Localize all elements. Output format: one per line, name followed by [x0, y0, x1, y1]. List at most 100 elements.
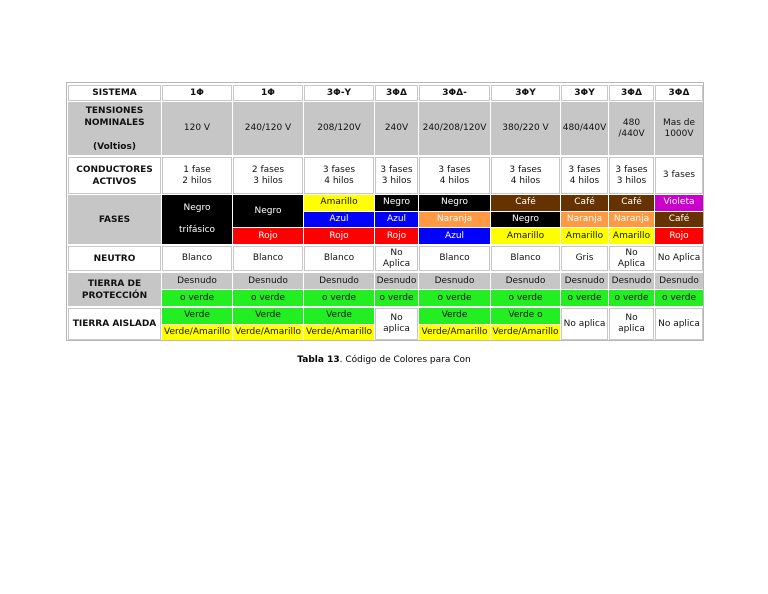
table-cell: Verde	[162, 308, 232, 324]
color-code-table: SISTEMA 1Φ 1Φ 3Φ-Y 3ΦΔ 3ΦΔ- 3ΦY 3ΦY 3ΦΔ 3ΦΔ TENSIO…	[66, 82, 704, 341]
table-cell: Negro	[375, 195, 418, 211]
table-cell: o verde	[419, 290, 490, 306]
table-cell: Desnudo	[561, 273, 608, 289]
table-cell: Verde/Amarillo	[304, 324, 374, 340]
table-cell: Blanco	[162, 246, 232, 271]
table-cell: Desnudo	[162, 273, 232, 289]
table-cell: No aplica	[561, 308, 608, 340]
table-cell: Negro	[491, 211, 560, 228]
header-system-2: 1Φ	[233, 85, 303, 101]
table-cell: Rojo	[375, 228, 418, 244]
table-cell: Gris	[561, 246, 608, 271]
header-system-5: 3ΦΔ-	[419, 85, 490, 101]
table-cell: No Aplica	[609, 246, 654, 271]
table-cell: o verde	[304, 290, 374, 306]
table-cell: Rojo	[233, 228, 303, 244]
table-cell: Verde/Amarillo	[162, 324, 232, 340]
table-cell: Desnudo	[375, 273, 418, 289]
table-cell: Amarillo	[609, 228, 654, 244]
table-cell: Violeta	[655, 195, 703, 211]
caption-text: . Código de Colores para Con	[339, 355, 471, 365]
header-system-3: 3Φ-Y	[304, 85, 374, 101]
table-cell: Desnudo	[655, 273, 703, 289]
table-cell: Verde/Amarillo	[419, 324, 490, 340]
table-cell: 3 fases 4 hilos	[419, 157, 490, 194]
table-cell: 240/208/120V	[419, 102, 490, 155]
table-cell: Café	[491, 195, 560, 211]
table-cell: o verde	[561, 290, 608, 306]
table-cell: 1 fase 2 hilos	[162, 157, 232, 194]
table-cell: Azul	[304, 211, 374, 228]
header-system-7: 3ΦY	[561, 85, 608, 101]
table-cell: No Aplica	[375, 246, 418, 271]
table-cell: 2 fases 3 hilos	[233, 157, 303, 194]
table-cell: Mas de 1000V	[655, 102, 703, 155]
table-cell: Desnudo	[304, 273, 374, 289]
header-system-6: 3ΦY	[491, 85, 560, 101]
table-cell: Amarillo	[304, 195, 374, 211]
row-label: TIERRA DE PROTECCIÓN	[68, 273, 161, 306]
row-label: CONDUCTORES ACTIVOS	[68, 157, 161, 194]
table-cell: o verde	[162, 290, 232, 306]
table-cell: No aplica	[609, 308, 654, 340]
table-cell: Café	[561, 195, 608, 211]
table-cell: Desnudo	[233, 273, 303, 289]
table-cell: Blanco	[233, 246, 303, 271]
table-cell: o verde	[375, 290, 418, 306]
table-cell: o verde	[233, 290, 303, 306]
table-cell: Verde/Amarillo	[233, 324, 303, 340]
table-cell: Rojo	[655, 228, 703, 244]
table-cell: Desnudo	[419, 273, 490, 289]
table-cell: 208/120V	[304, 102, 374, 155]
table-cell: Naranja	[609, 211, 654, 228]
row-label: TENSIONES NOMINALES (Voltios)	[68, 102, 161, 155]
table-cell: Café	[655, 211, 703, 228]
table-cell: 3 fases	[655, 157, 703, 194]
table-cell: 480 /440V	[609, 102, 654, 155]
table-cell: Negro	[419, 195, 490, 211]
table-cell: Desnudo	[609, 273, 654, 289]
table-cell: Amarillo	[561, 228, 608, 244]
table-cell: Blanco	[419, 246, 490, 271]
table-cell: 3 fases 4 hilos	[491, 157, 560, 194]
table-cell: 3 fases 3 hilos	[609, 157, 654, 194]
table-cell: Azul	[419, 228, 490, 244]
table-cell: 240/120 V	[233, 102, 303, 155]
table-cell: Negro trifásico	[162, 195, 232, 244]
table-cell: Verde	[304, 308, 374, 324]
table-cell: 480/440V	[561, 102, 608, 155]
header-system-4: 3ΦΔ	[375, 85, 418, 101]
table-cell: 3 fases 4 hilos	[304, 157, 374, 194]
table-cell: Blanco	[491, 246, 560, 271]
table-cell: 3 fases 3 hilos	[375, 157, 418, 194]
table-cell: Azul	[375, 211, 418, 228]
header-system-9: 3ΦΔ	[655, 85, 703, 101]
table-cell: Desnudo	[491, 273, 560, 289]
row-label: NEUTRO	[68, 246, 161, 271]
table-cell: Verde	[419, 308, 490, 324]
table-cell: o verde	[609, 290, 654, 306]
table-cell: Naranja	[419, 211, 490, 228]
header-system-8: 3ΦΔ	[609, 85, 654, 101]
table-cell: o verde	[655, 290, 703, 306]
table-cell: 380/220 V	[491, 102, 560, 155]
row-label: FASES	[68, 195, 161, 244]
table-cell: No Aplica	[655, 246, 703, 271]
table-cell: Café	[609, 195, 654, 211]
table-cell: o verde	[491, 290, 560, 306]
header-sistema: SISTEMA	[68, 85, 161, 101]
row-label: TIERRA AISLADA	[68, 308, 161, 340]
table-cell: Rojo	[304, 228, 374, 244]
table-cell: Verde	[233, 308, 303, 324]
table-cell: 120 V	[162, 102, 232, 155]
table-caption: Tabla 13. Código de Colores para Con	[0, 355, 768, 365]
table-cell: Naranja	[561, 211, 608, 228]
table-cell: Blanco	[304, 246, 374, 271]
table-cell: 3 fases 4 hilos	[561, 157, 608, 194]
table-cell: No aplica	[375, 308, 418, 340]
table-cell: Verde o	[491, 308, 560, 324]
table-cell: 240V	[375, 102, 418, 155]
table-cell: No aplica	[655, 308, 703, 340]
table-cell: Verde/Amarillo	[491, 324, 560, 340]
table-cell: Negro	[233, 195, 303, 228]
